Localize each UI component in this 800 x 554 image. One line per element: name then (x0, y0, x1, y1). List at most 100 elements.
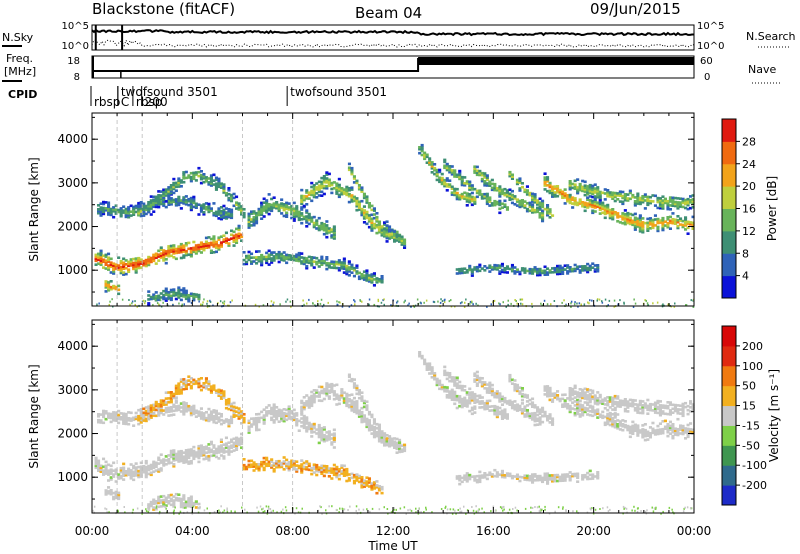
vel-cell (525, 414, 529, 418)
vel-cell (157, 468, 161, 471)
vel-cell (520, 387, 524, 390)
vel-cell (490, 409, 494, 412)
vel-cell (109, 412, 113, 416)
vel-cell (651, 421, 655, 425)
power-cell (596, 298, 599, 301)
power-cell (566, 270, 570, 273)
power-cell (561, 190, 565, 194)
vel-cell (250, 465, 254, 468)
power-cell (377, 298, 379, 301)
power-cell (162, 249, 166, 252)
vel-cell (470, 412, 474, 416)
vel-cell (340, 472, 344, 475)
vel-cell (252, 419, 256, 422)
power-cell (619, 299, 621, 302)
power-cell (340, 187, 344, 190)
vel-cell (568, 396, 572, 400)
power-cell (262, 209, 266, 212)
power-cell (232, 244, 236, 247)
power-cell (206, 302, 208, 305)
vel-cell (510, 402, 514, 406)
vel-cell (345, 400, 349, 404)
vel-cell (385, 441, 389, 445)
power-cell (124, 215, 128, 219)
power-cell (478, 191, 482, 194)
nsky-label: N.Sky (2, 31, 34, 44)
power-cell (192, 294, 196, 298)
vel-cell (475, 394, 479, 398)
vel-cell (272, 462, 276, 465)
colorbar-swatch (722, 119, 736, 142)
power-cell (488, 264, 492, 267)
vel-cell (265, 414, 269, 417)
vel-cell (285, 458, 289, 462)
power-cell (209, 182, 213, 185)
power-cell (189, 175, 193, 179)
power-cell (312, 256, 316, 259)
vel-cell (295, 423, 299, 427)
power-cell (500, 192, 504, 196)
vel-cell (330, 437, 334, 440)
vel-cell (631, 428, 635, 432)
vel-cell (503, 412, 507, 415)
vel-cell (473, 380, 477, 383)
power-cell (621, 200, 625, 204)
vel-cell (332, 463, 336, 467)
power-cell (240, 209, 244, 212)
power-cell (97, 258, 101, 262)
power-cell (214, 240, 218, 244)
power-cell (488, 198, 492, 201)
power-cell (593, 270, 597, 273)
power-cell (327, 180, 331, 184)
vel-cell (257, 465, 261, 468)
vel-cell (656, 424, 660, 428)
power-cell (342, 263, 346, 266)
power-cell (142, 263, 146, 267)
power-cell (159, 299, 162, 302)
power-cell (617, 303, 619, 306)
power-cell (658, 204, 662, 208)
vel-cell (581, 406, 585, 409)
power-cell (372, 209, 376, 212)
power-cell (144, 212, 148, 216)
power-cell (510, 197, 514, 201)
power-cell (119, 271, 123, 275)
vel-cell (465, 391, 469, 394)
power-cell (538, 203, 542, 206)
power-cell (214, 176, 218, 180)
vel-cell (370, 484, 374, 487)
power-cell (202, 180, 206, 184)
power-cell (495, 264, 499, 267)
vel-cell (350, 399, 354, 402)
colorbar-tick-label: 16 (742, 203, 756, 216)
power-cell (174, 251, 178, 255)
power-cell (438, 170, 442, 174)
power-cell (162, 198, 166, 201)
vel-cell (365, 406, 369, 409)
vel-cell (548, 394, 552, 398)
power-cell (292, 213, 296, 216)
power-cell (618, 192, 622, 195)
power-cell (538, 269, 542, 273)
vel-cell (179, 386, 183, 389)
vel-cell (581, 394, 585, 398)
power-cell (383, 227, 387, 231)
vel-cell (352, 402, 356, 406)
power-cell (357, 206, 361, 209)
vel-cell (182, 409, 186, 412)
power-cell (658, 199, 662, 202)
power-cell (217, 248, 221, 251)
power-cell (380, 225, 384, 228)
vel-cell (320, 438, 324, 442)
vel-cell (184, 385, 188, 389)
vel-cell (488, 389, 492, 392)
power-cell (159, 254, 163, 257)
power-cell (285, 300, 287, 303)
power-cell (157, 296, 161, 300)
vel-cell (377, 425, 381, 429)
power-cell (320, 259, 324, 263)
power-cell (114, 265, 118, 268)
power-cell (556, 272, 560, 276)
vel-cell (673, 427, 677, 430)
vel-cell (317, 425, 321, 429)
